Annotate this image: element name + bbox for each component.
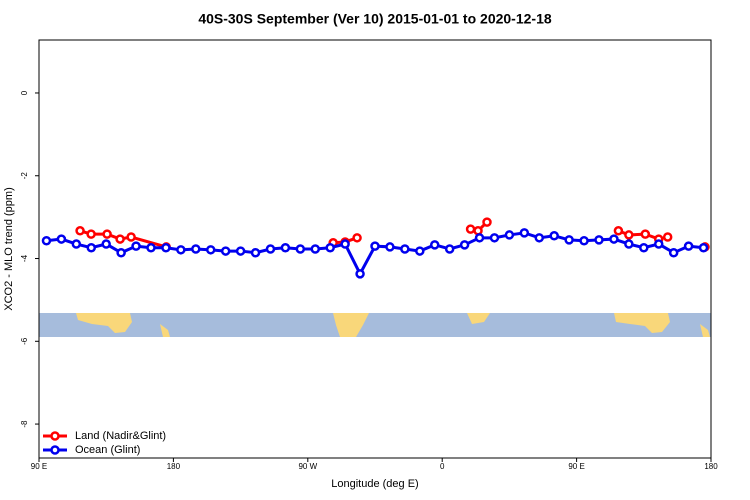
continent <box>614 313 670 333</box>
x-tick-label: 90 E <box>31 462 47 471</box>
point <box>220 246 231 256</box>
point <box>86 229 96 239</box>
point <box>624 230 634 240</box>
point <box>41 235 52 246</box>
point <box>101 239 111 249</box>
point <box>698 243 709 253</box>
y-tick-label: 0 <box>20 90 29 95</box>
legend-label: Land (Nadir&Glint) <box>75 430 166 442</box>
y-tick-label: -2 <box>20 172 29 180</box>
x-tick-label: 180 <box>167 462 181 471</box>
point <box>116 247 126 258</box>
point <box>295 244 306 254</box>
point <box>205 245 216 255</box>
point <box>482 217 492 227</box>
point <box>653 239 664 249</box>
point <box>609 234 619 244</box>
point <box>126 232 136 242</box>
point <box>594 235 604 245</box>
legend-label: Ocean (Glint) <box>75 444 140 456</box>
point <box>444 244 455 254</box>
point <box>519 228 530 238</box>
chart-title: 40S-30S September (Ver 10) 2015-01-01 to… <box>198 11 552 27</box>
point <box>75 226 85 236</box>
x-axis-label: Longitude (deg E) <box>331 478 418 490</box>
point <box>131 241 141 251</box>
point <box>86 243 97 253</box>
point <box>429 240 440 250</box>
point <box>280 243 291 253</box>
point <box>102 229 112 239</box>
point <box>624 239 634 249</box>
x-tick-label: 0 <box>440 462 445 471</box>
point <box>639 243 649 253</box>
legend-marker <box>50 431 60 441</box>
point <box>534 233 545 243</box>
point <box>640 229 651 239</box>
point <box>191 244 201 254</box>
point <box>579 235 589 246</box>
continent <box>700 324 710 337</box>
point <box>668 247 679 258</box>
plot-frame <box>38 39 712 459</box>
y-axis-label: XCO2 - MLO trend (ppm) <box>3 187 15 310</box>
point <box>385 242 395 252</box>
point <box>474 233 485 243</box>
point <box>265 244 276 254</box>
y-tick-label: -8 <box>20 420 29 428</box>
point <box>235 246 246 256</box>
point <box>115 234 125 244</box>
point <box>325 243 335 253</box>
map-strip <box>39 313 711 337</box>
point <box>459 240 470 250</box>
continent <box>160 324 170 337</box>
point <box>400 244 410 254</box>
x-tick-label: 90 W <box>298 462 317 471</box>
point <box>310 244 321 254</box>
continent <box>76 313 132 333</box>
point <box>71 239 82 249</box>
legend-marker <box>50 445 60 455</box>
point <box>161 243 171 253</box>
series-line <box>46 231 704 278</box>
point <box>415 246 425 256</box>
point <box>176 245 186 255</box>
point <box>504 230 515 240</box>
point <box>683 241 694 251</box>
point <box>370 241 380 251</box>
point <box>250 247 261 258</box>
point <box>355 269 365 279</box>
point <box>613 226 624 236</box>
point <box>146 243 156 253</box>
continent <box>467 313 490 324</box>
point <box>549 231 559 241</box>
x-tick-label: 180 <box>704 462 718 471</box>
y-tick-label: -6 <box>20 337 29 345</box>
y-tick-label: -4 <box>20 254 29 262</box>
point <box>56 234 67 244</box>
point <box>352 233 362 243</box>
point <box>489 233 500 243</box>
continent <box>333 313 369 337</box>
point <box>662 232 673 242</box>
x-tick-label: 90 E <box>568 462 584 471</box>
point <box>564 235 574 245</box>
point <box>340 239 350 249</box>
point <box>465 224 476 234</box>
